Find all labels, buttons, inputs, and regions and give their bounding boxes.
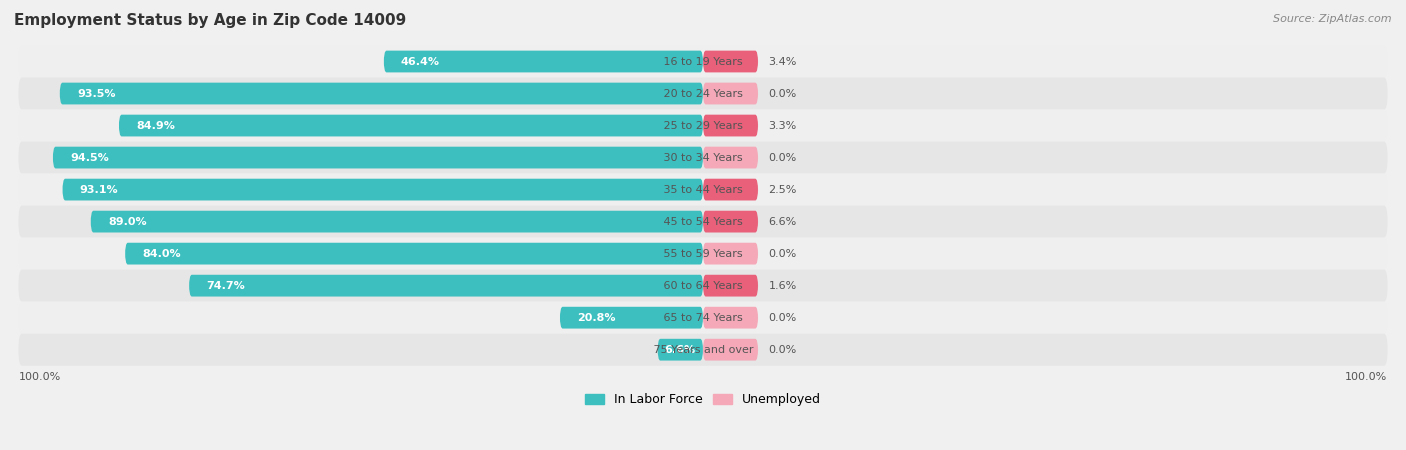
FancyBboxPatch shape [703, 147, 758, 168]
Text: 3.4%: 3.4% [768, 57, 797, 67]
FancyBboxPatch shape [384, 51, 703, 72]
Text: 20 to 24 Years: 20 to 24 Years [659, 89, 747, 99]
Text: Source: ZipAtlas.com: Source: ZipAtlas.com [1274, 14, 1392, 23]
Text: 60 to 64 Years: 60 to 64 Years [659, 281, 747, 291]
FancyBboxPatch shape [18, 206, 1388, 238]
Text: 55 to 59 Years: 55 to 59 Years [659, 249, 747, 259]
Text: 1.6%: 1.6% [768, 281, 797, 291]
Text: 65 to 74 Years: 65 to 74 Years [659, 313, 747, 323]
FancyBboxPatch shape [703, 211, 758, 233]
Text: 89.0%: 89.0% [108, 216, 146, 227]
Text: 74.7%: 74.7% [207, 281, 245, 291]
Text: 45 to 54 Years: 45 to 54 Years [659, 216, 747, 227]
FancyBboxPatch shape [18, 174, 1388, 206]
Text: 0.0%: 0.0% [768, 89, 797, 99]
FancyBboxPatch shape [18, 45, 1388, 77]
Text: 0.0%: 0.0% [768, 249, 797, 259]
Text: 3.3%: 3.3% [768, 121, 797, 130]
Text: 93.1%: 93.1% [80, 184, 118, 194]
FancyBboxPatch shape [125, 243, 703, 265]
Text: 25 to 29 Years: 25 to 29 Years [659, 121, 747, 130]
FancyBboxPatch shape [18, 302, 1388, 334]
FancyBboxPatch shape [658, 339, 703, 360]
Text: 35 to 44 Years: 35 to 44 Years [659, 184, 747, 194]
FancyBboxPatch shape [18, 77, 1388, 109]
FancyBboxPatch shape [90, 211, 703, 233]
FancyBboxPatch shape [18, 270, 1388, 302]
Text: Employment Status by Age in Zip Code 14009: Employment Status by Age in Zip Code 140… [14, 14, 406, 28]
Text: 16 to 19 Years: 16 to 19 Years [659, 57, 747, 67]
FancyBboxPatch shape [62, 179, 703, 201]
FancyBboxPatch shape [59, 83, 703, 104]
Text: 100.0%: 100.0% [1346, 372, 1388, 382]
Text: 0.0%: 0.0% [768, 345, 797, 355]
Text: 0.0%: 0.0% [768, 313, 797, 323]
FancyBboxPatch shape [18, 109, 1388, 142]
FancyBboxPatch shape [18, 334, 1388, 366]
Text: 100.0%: 100.0% [18, 372, 60, 382]
Text: 0.0%: 0.0% [768, 153, 797, 162]
Text: 6.6%: 6.6% [768, 216, 797, 227]
FancyBboxPatch shape [703, 275, 758, 297]
Legend: In Labor Force, Unemployed: In Labor Force, Unemployed [581, 388, 825, 411]
FancyBboxPatch shape [560, 307, 703, 328]
Text: 20.8%: 20.8% [576, 313, 616, 323]
FancyBboxPatch shape [53, 147, 703, 168]
Text: 94.5%: 94.5% [70, 153, 108, 162]
Text: 46.4%: 46.4% [401, 57, 440, 67]
FancyBboxPatch shape [703, 243, 758, 265]
FancyBboxPatch shape [120, 115, 703, 136]
Text: 6.6%: 6.6% [665, 345, 696, 355]
FancyBboxPatch shape [18, 142, 1388, 174]
Text: 30 to 34 Years: 30 to 34 Years [659, 153, 747, 162]
Text: 84.0%: 84.0% [142, 249, 181, 259]
FancyBboxPatch shape [703, 339, 758, 360]
Text: 75 Years and over: 75 Years and over [650, 345, 756, 355]
FancyBboxPatch shape [703, 83, 758, 104]
Text: 2.5%: 2.5% [768, 184, 797, 194]
FancyBboxPatch shape [703, 179, 758, 201]
Text: 93.5%: 93.5% [77, 89, 115, 99]
FancyBboxPatch shape [703, 51, 758, 72]
FancyBboxPatch shape [18, 238, 1388, 270]
Text: 84.9%: 84.9% [136, 121, 174, 130]
FancyBboxPatch shape [703, 307, 758, 328]
FancyBboxPatch shape [703, 115, 758, 136]
FancyBboxPatch shape [188, 275, 703, 297]
